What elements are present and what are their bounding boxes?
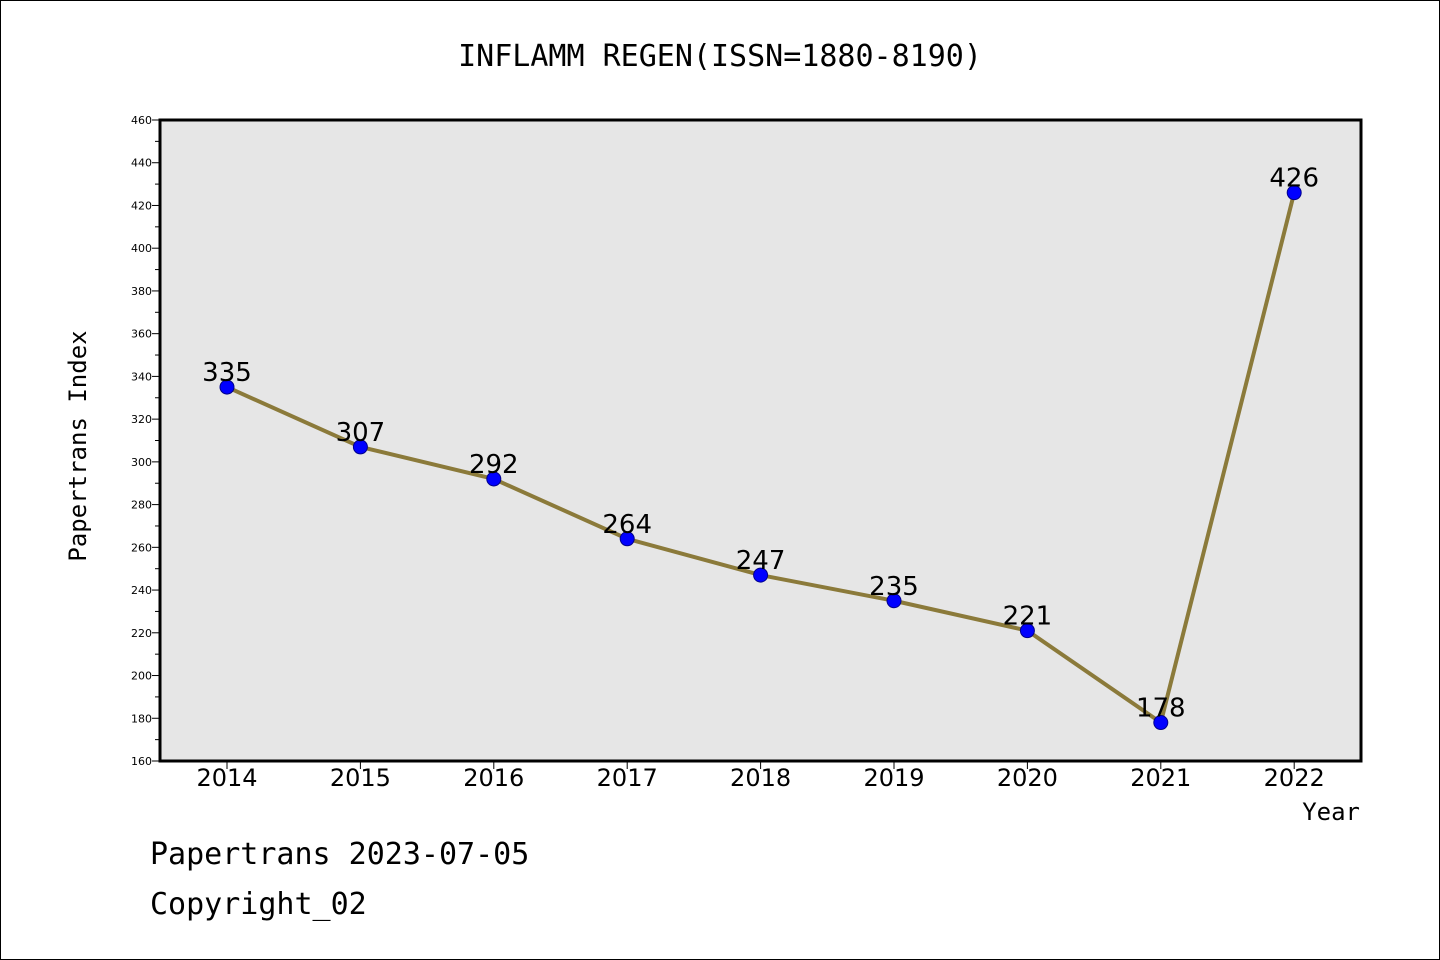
data-value-label: 307 (336, 418, 386, 448)
x-tick-label: 2017 (597, 764, 658, 792)
y-tick-label: 200 (131, 670, 152, 683)
data-value-label: 335 (202, 358, 252, 388)
y-tick-label: 240 (131, 584, 152, 597)
data-value-label: 264 (602, 510, 652, 540)
footer-copyright-text: Copyright_02 (150, 887, 367, 922)
x-tick-label: 2020 (997, 764, 1058, 792)
data-point-marker (1153, 715, 1169, 731)
data-point-marker (886, 593, 902, 609)
y-tick-label: 460 (131, 114, 152, 127)
data-point-marker (1019, 623, 1035, 639)
x-axis-label: Year (1302, 798, 1360, 826)
data-point-marker (486, 471, 502, 487)
y-tick-label: 160 (131, 755, 152, 768)
y-tick-label: 260 (131, 541, 152, 554)
data-point-marker (352, 439, 368, 455)
x-tick-label: 2021 (1130, 764, 1191, 792)
series-layer: 335 307 292 264 247 235 221 178 426 (202, 164, 1319, 731)
y-tick-label: 380 (131, 285, 152, 298)
x-tick-label: 2022 (1264, 764, 1325, 792)
data-value-label: 426 (1269, 164, 1319, 194)
x-tick-label: 2015 (330, 764, 391, 792)
y-axis: 160 180 200 220 240 260 280 300 320 340 360 380 400 4… (131, 114, 160, 768)
y-tick-label: 440 (131, 157, 152, 170)
x-tick-label: 2018 (730, 764, 791, 792)
y-tick-label: 320 (131, 413, 152, 426)
y-tick-label: 360 (131, 328, 152, 341)
y-tick-label: 180 (131, 712, 152, 725)
x-axis: 2014 2015 2016 2017 2018 2019 2020 2021 2022 (196, 761, 1325, 792)
footer-date-text: Papertrans 2023-07-05 (150, 837, 529, 872)
x-tick-label: 2016 (463, 764, 524, 792)
y-tick-label: 400 (131, 242, 152, 255)
data-value-label: 235 (869, 572, 919, 602)
x-tick-label: 2014 (196, 764, 257, 792)
x-tick-label: 2019 (863, 764, 924, 792)
data-point-marker (219, 379, 235, 395)
data-value-label: 292 (469, 450, 519, 480)
data-value-label: 178 (1136, 694, 1186, 724)
y-axis-label: Papertrans Index (64, 330, 92, 561)
data-point-marker (1286, 185, 1302, 201)
y-tick-label: 340 (131, 370, 152, 383)
y-tick-label: 220 (131, 627, 152, 640)
data-value-label: 247 (736, 546, 786, 576)
y-tick-label: 280 (131, 499, 152, 512)
data-value-label: 221 (1003, 602, 1053, 632)
chart-title: INFLAMM REGEN(ISSN=1880-8190) (458, 39, 982, 74)
data-point-marker (619, 531, 635, 547)
y-tick-label: 420 (131, 199, 152, 212)
y-tick-label: 300 (131, 456, 152, 469)
data-point-marker (753, 567, 769, 583)
